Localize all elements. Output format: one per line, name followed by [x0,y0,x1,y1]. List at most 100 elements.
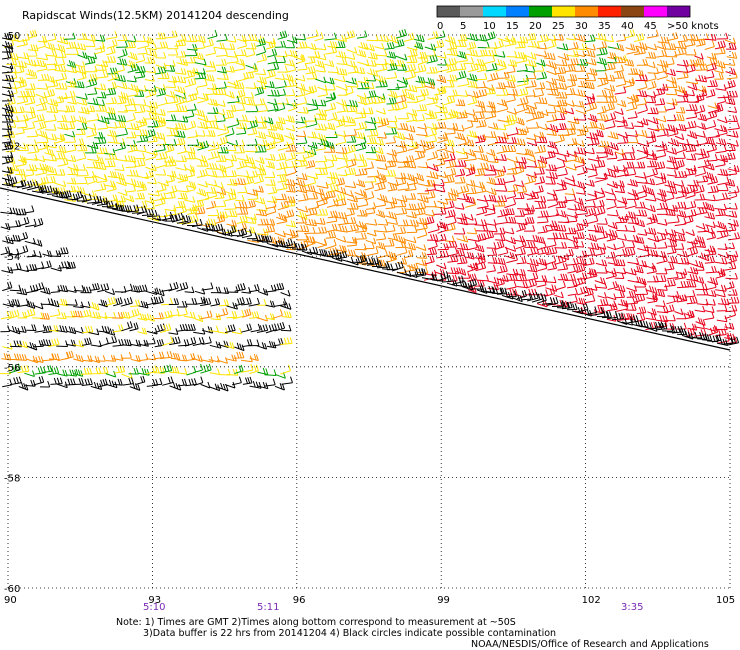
wind-barb [176,173,187,182]
wind-barb [424,183,437,192]
wind-barb [71,310,83,318]
wind-barb [257,298,267,306]
wind-barb [184,286,195,294]
wind-barb [235,49,247,56]
wind-barb [404,173,416,182]
wind-barb [436,30,446,39]
wind-barb [545,83,558,91]
wind-barb [564,179,576,187]
wind-barb [284,59,295,67]
wind-barb [253,175,264,185]
wind-barb [113,297,123,307]
wind-barb [145,112,158,120]
wind-barb [287,230,299,240]
wind-barb [227,178,238,186]
wind-barb [206,186,217,194]
wind-barb [334,75,346,83]
wind-barb [261,235,273,243]
wind-barb [241,323,252,333]
wind-barb [575,159,585,168]
wind-barb [515,161,527,169]
wind-barb [694,93,705,103]
wind-barb [45,176,56,184]
wind-barb [487,276,500,285]
wind-barb [256,208,268,217]
wind-barb [501,291,514,300]
wind-barb [126,131,137,139]
wind-barb [674,201,687,209]
wind-barb [128,367,139,375]
wind-barb [254,86,265,96]
legend-swatch [483,6,506,17]
wind-barb [716,304,728,312]
wind-barb [546,246,558,256]
wind-barb [484,49,498,57]
wind-barb [224,188,237,196]
wind-barb [394,226,407,235]
wind-barb [585,294,596,304]
wind-barb [44,114,57,123]
wind-barb [315,155,328,163]
legend-label: >50 knots [667,21,719,32]
wind-barb [717,298,730,306]
wind-barb [635,288,649,295]
wind-barb [296,233,309,241]
wind-barb [647,107,659,115]
wind-barb [197,181,208,188]
wind-barb [176,205,187,215]
wind-barb [237,170,250,178]
wind-barb [375,258,386,267]
wind-barb [596,266,608,274]
wind-barb [665,102,676,111]
wind-barb [17,144,29,151]
wind-barb [197,140,209,151]
wind-barb [584,257,595,266]
wind-barb [105,97,117,105]
wind-barb [194,72,207,80]
wind-barb [177,145,187,155]
wind-barb [135,65,146,74]
wind-barb [205,46,217,56]
wind-barb [407,176,419,186]
wind-barb [396,28,408,39]
wind-barb [704,245,716,253]
wind-barb [416,259,428,267]
wind-barb [645,242,657,249]
wind-barb [464,163,476,172]
wind-barb [646,96,657,104]
wind-barb [477,49,488,57]
wind-barb [551,300,565,307]
wind-barb [516,289,527,300]
wind-barb [594,160,606,168]
wind-barb [177,174,189,183]
wind-barb [387,102,400,111]
wind-barb [574,155,586,164]
wind-barb [634,161,646,169]
wind-barb [476,119,487,128]
wind-barb [397,64,407,71]
wind-barb [485,219,497,226]
lon-tick-label: 105 [716,595,735,606]
wind-barb [656,64,668,74]
wind-barb [387,90,398,99]
wind-barb [249,353,259,362]
wind-barb [374,146,384,155]
wind-barb [10,234,21,242]
wind-barb [714,66,724,74]
wind-barb [517,128,528,136]
wind-barb [294,178,306,188]
wind-barb [646,265,657,274]
wind-barb [256,324,269,333]
wind-barb [574,276,586,287]
wind-barb [65,299,78,306]
legend-swatch [598,6,621,17]
wind-barb [365,59,377,67]
wind-barb [49,250,62,257]
wind-barb [356,92,367,100]
wind-barb [594,226,605,233]
wind-barb [287,102,298,112]
wind-barb [417,55,429,66]
wind-barb [634,46,646,56]
wind-barb [235,58,246,67]
wind-barb [574,64,586,72]
